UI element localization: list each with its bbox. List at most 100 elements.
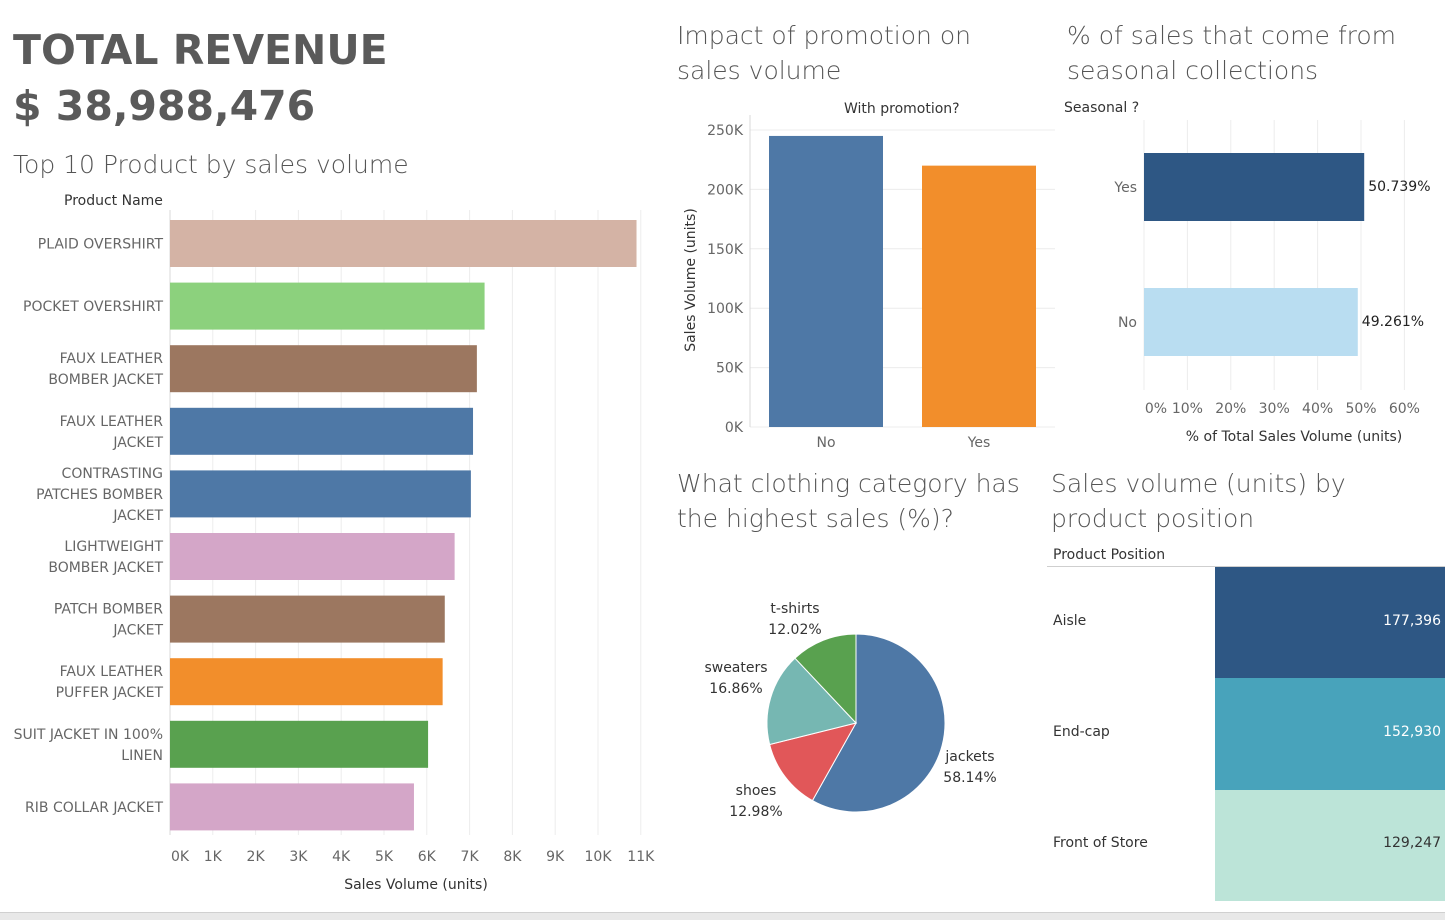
heat-cell: 129,247: [1215, 789, 1445, 901]
bar: [170, 345, 477, 393]
tick-label: 7K: [461, 849, 480, 865]
slice-name-label: shoes: [736, 783, 777, 799]
seasonal-chart: 0% 10% 20% 30% 40% 50% 60% Yes 50.739% No 49.261%%…: [1113, 120, 1431, 445]
slice-value-label: 12.02%: [768, 622, 821, 638]
tick-label: 30%: [1259, 401, 1290, 417]
tick-label: 6K: [418, 849, 437, 865]
pie-slice: [811, 633, 946, 813]
position-column-header: Product Position: [1053, 547, 1166, 563]
tick-label: 150K: [707, 242, 744, 258]
tick-label: 20%: [1215, 401, 1246, 417]
tick-label: 50K: [716, 361, 744, 377]
table-row: Aisle 177,396: [1047, 567, 1445, 679]
category-label: Yes: [967, 435, 991, 451]
category-label: No: [816, 435, 835, 451]
category-label: FAUX LEATHER: [60, 351, 164, 367]
category-label: POCKET OVERSHIRT: [23, 299, 163, 315]
slice-name-label: t-shirts: [770, 601, 819, 617]
tick-label: 9K: [546, 849, 565, 865]
bar: [170, 783, 414, 831]
category-label: PATCH BOMBER: [54, 602, 163, 618]
bar: [1144, 288, 1358, 356]
bar: [170, 533, 455, 580]
tick-label: 200K: [707, 182, 744, 198]
bar: [769, 135, 883, 427]
heat-cell: 152,930: [1215, 678, 1445, 790]
bar: [170, 720, 429, 768]
promotion-chart: 0K 50K 100K 150K 200K 250K No Yes Sales Volume (…: [683, 115, 1055, 451]
cell-value: 129,247: [1383, 835, 1441, 852]
category-label: JACKET: [112, 435, 163, 451]
total-revenue-value: $ 38,988,476: [13, 82, 316, 130]
top-products-title: Top 10 Product by sales volume: [13, 150, 409, 179]
data-label: 49.261%: [1362, 314, 1424, 330]
category-label: PUFFER JACKET: [56, 685, 164, 701]
tick-label: 100K: [707, 301, 744, 317]
category-label: LINEN: [121, 748, 163, 764]
tick-label: 0K: [171, 849, 190, 865]
tick-label: 2K: [247, 849, 266, 865]
category-label: BOMBER JACKET: [48, 372, 163, 388]
tick-label: 250K: [707, 123, 744, 139]
table-row: Front of Store 129,247: [1047, 789, 1445, 901]
x-axis-label: Sales Volume (units): [344, 877, 488, 893]
bar: [1144, 153, 1365, 221]
total-revenue-label: TOTAL REVENUE: [13, 26, 388, 74]
slice-name-label: sweaters: [704, 660, 767, 676]
bar: [170, 470, 471, 518]
category-label: PATCHES BOMBER: [36, 487, 163, 503]
promotion-title: Impact of promotion on sales volume: [677, 21, 971, 85]
pie-slice: [766, 657, 857, 746]
tick-label: 40%: [1302, 401, 1333, 417]
tick-label: 0K: [725, 420, 744, 436]
top-products-chart: PLAID OVERSHIRT POCKET OVERSHIRT FAUX LEAT…: [14, 210, 655, 893]
data-label: 50.739%: [1368, 179, 1430, 195]
tick-label: 10K: [585, 849, 613, 865]
tick-label: 5K: [375, 849, 394, 865]
promotion-column-header: With promotion?: [844, 101, 960, 117]
top-products-column-header: Product Name: [64, 193, 163, 209]
tick-label: 11K: [627, 849, 655, 865]
bar: [170, 282, 485, 330]
tick-label: 50%: [1345, 401, 1376, 417]
bar: [170, 595, 445, 643]
position-title: Sales volume (units) by product position: [1051, 469, 1346, 533]
category-label: FAUX LEATHER: [60, 414, 164, 430]
category-label: No: [1118, 315, 1137, 331]
tick-label: 8K: [503, 849, 522, 865]
y-axis-label: Sales Volume (units): [683, 208, 699, 352]
tick-label: 10%: [1172, 401, 1203, 417]
category-label: RIB COLLAR JACKET: [25, 800, 163, 816]
pie-slice: [769, 722, 858, 802]
tick-label: 3K: [289, 849, 308, 865]
category-label: BOMBER JACKET: [48, 560, 163, 576]
seasonal-column-header: Seasonal ?: [1064, 100, 1140, 116]
table-row: End-cap 152,930: [1047, 678, 1445, 790]
heat-cell: 177,396: [1215, 567, 1445, 679]
cell-value: 152,930: [1383, 723, 1441, 740]
bar: [922, 165, 1036, 427]
row-label: Aisle: [1053, 612, 1087, 629]
row-label: Front of Store: [1053, 835, 1148, 852]
slice-value-label: 16.86%: [709, 681, 762, 697]
pie-slice: [794, 633, 857, 725]
row-label: End-cap: [1053, 723, 1110, 740]
sheet-tabs-strip: [0, 912, 1445, 920]
position-table: Aisle 177,396 End-cap 152,930 Front of Store…: [1047, 566, 1445, 901]
tick-label: 0%: [1145, 401, 1167, 417]
category-label: JACKET: [112, 508, 163, 524]
category-label: PLAID OVERSHIRT: [38, 237, 164, 253]
tick-label: 1K: [204, 849, 223, 865]
category-label: LIGHTWEIGHT: [64, 539, 163, 555]
tick-label: 60%: [1389, 401, 1420, 417]
category-label: JACKET: [112, 623, 163, 639]
category-pie-chart: jackets 58.14% shoes 12.98% sweaters 16.86% t-…: [704, 601, 996, 820]
category-label: SUIT JACKET IN 100%: [14, 727, 163, 743]
seasonal-title: % of sales that come from seasonal colle…: [1067, 21, 1397, 85]
category-title: What clothing category has the highest s…: [677, 469, 1020, 533]
category-label: FAUX LEATHER: [60, 664, 164, 680]
slice-name-label: jackets: [944, 749, 994, 765]
slice-value-label: 58.14%: [943, 770, 996, 786]
bar: [170, 658, 443, 706]
x-axis-label: % of Total Sales Volume (units): [1186, 429, 1402, 445]
